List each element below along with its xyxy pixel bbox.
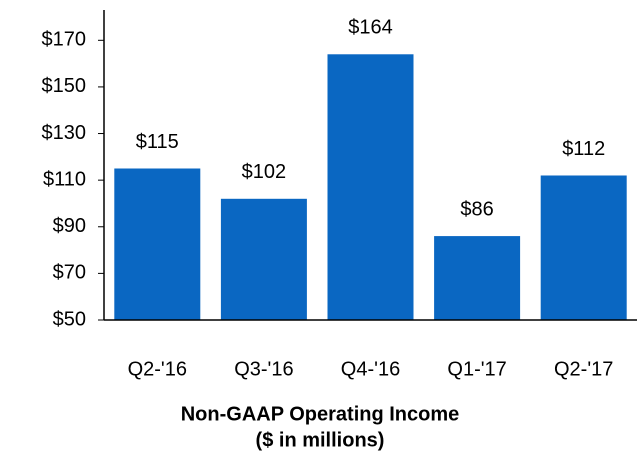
y-tick-label: $150 (42, 75, 87, 97)
chart-title: Non-GAAP Operating Income (181, 403, 460, 425)
x-tick-label: Q2-'17 (554, 358, 613, 380)
bar (220, 198, 307, 320)
y-tick-label: $170 (42, 29, 87, 51)
data-label: $102 (242, 161, 287, 183)
y-tick-label: $90 (53, 215, 86, 237)
data-label: $115 (136, 131, 179, 153)
bar (434, 236, 521, 320)
data-label: $86 (460, 198, 493, 220)
data-label: $164 (348, 17, 393, 39)
x-tick-label: Q4-'16 (341, 358, 400, 380)
y-tick-label: $70 (53, 262, 86, 284)
x-tick-label: Q3-'16 (234, 358, 293, 380)
x-tick-label: Q2-'16 (128, 358, 187, 380)
bar (327, 54, 414, 321)
bar (540, 175, 627, 320)
x-tick-label: Q1-'17 (447, 358, 506, 380)
y-tick-label: $50 (53, 308, 86, 330)
chart-subtitle: ($ in millions) (256, 429, 385, 451)
data-label: $112 (562, 138, 605, 160)
bar (114, 168, 201, 320)
y-tick-label: $110 (43, 168, 86, 190)
y-tick-label: $130 (42, 122, 87, 144)
